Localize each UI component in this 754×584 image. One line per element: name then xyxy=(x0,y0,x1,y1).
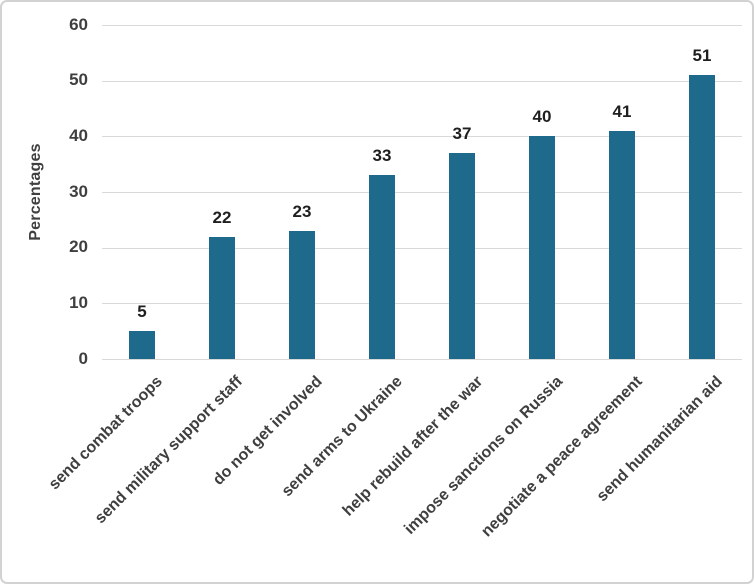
x-category-label: impose sanctions on Russia xyxy=(401,373,567,538)
bar xyxy=(609,130,635,359)
x-category-label: help rebuild after the war xyxy=(339,373,487,520)
bar xyxy=(689,75,715,359)
gridline xyxy=(102,359,742,360)
bar xyxy=(209,236,235,359)
y-tick-label: 60 xyxy=(69,14,88,34)
y-tick-label: 0 xyxy=(78,348,88,368)
gridline xyxy=(102,80,742,82)
bar xyxy=(369,175,395,359)
bar-value-label: 33 xyxy=(372,146,392,166)
bar-value-label: 5 xyxy=(137,302,147,322)
gridline xyxy=(102,192,742,193)
y-tick-label: 20 xyxy=(69,237,88,257)
bar-value-label: 37 xyxy=(452,124,472,143)
bar xyxy=(289,231,315,359)
y-tick-label: 30 xyxy=(69,181,88,201)
bar-value-label: 40 xyxy=(532,107,552,127)
y-tick-label: 10 xyxy=(69,292,88,312)
gridline xyxy=(102,247,742,249)
bar-value-label: 22 xyxy=(212,207,232,227)
y-tick-label: 50 xyxy=(69,70,88,90)
x-category-label: negotiate a peace agreement xyxy=(478,373,647,541)
bar-value-label: 41 xyxy=(612,101,632,121)
bar-value-label: 23 xyxy=(292,202,312,221)
y-tick-label: 40 xyxy=(69,125,88,145)
bar xyxy=(529,136,555,359)
bar xyxy=(449,153,475,359)
x-category-label: send military support staff xyxy=(91,373,247,528)
gridline xyxy=(102,303,742,305)
bar xyxy=(129,331,155,359)
gridline xyxy=(102,25,742,26)
gridline xyxy=(102,136,742,138)
bar-value-label: 51 xyxy=(692,46,712,66)
